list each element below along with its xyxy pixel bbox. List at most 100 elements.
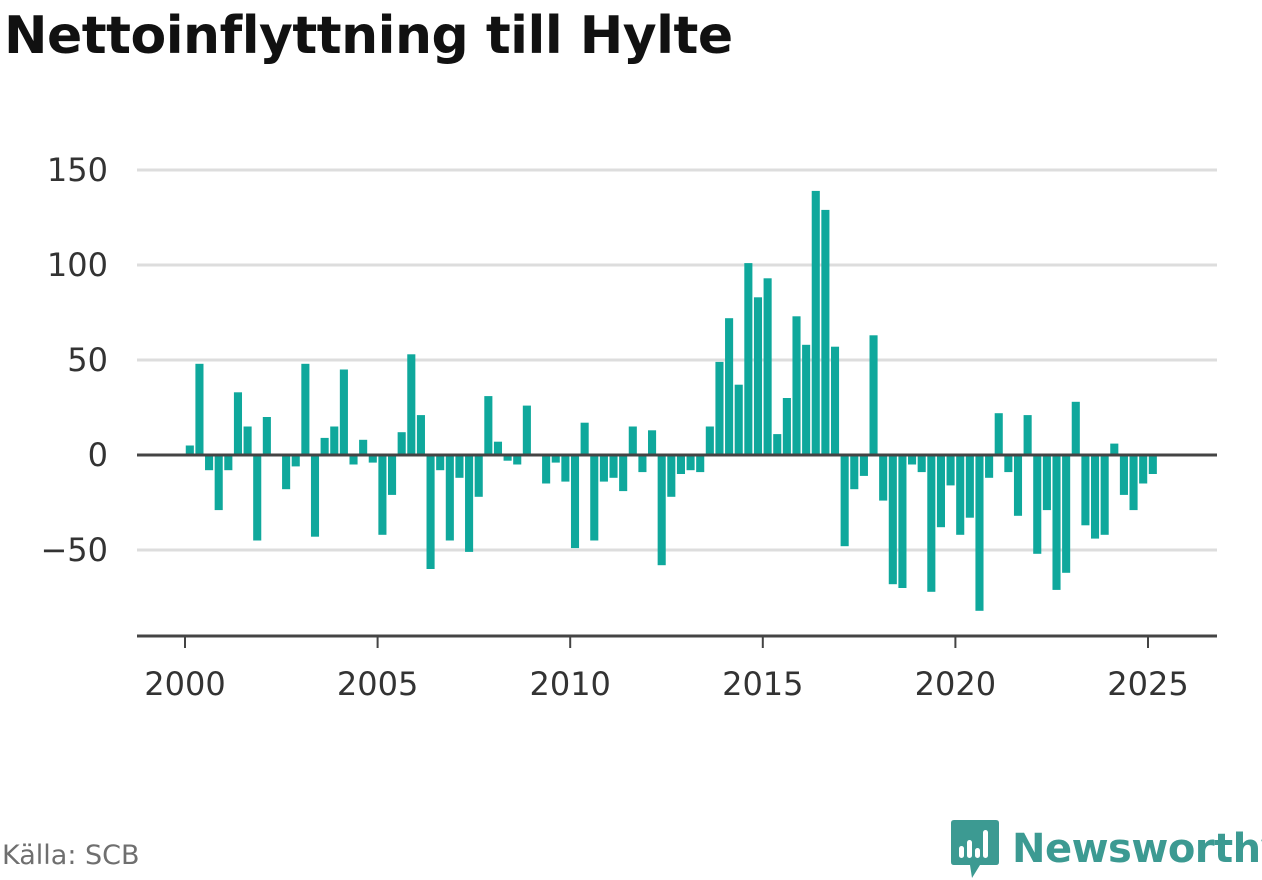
x-tick-label: 2000 [144,665,225,703]
bar [465,455,474,552]
bar [696,455,705,473]
bar [243,426,252,455]
bar [205,455,214,471]
bar [262,417,271,455]
y-tick-label: 100 [47,246,108,284]
bar [676,455,685,474]
bar [792,316,801,455]
bar [956,455,965,535]
bar [975,455,984,611]
bar [484,396,493,455]
y-tick-label: −50 [40,531,108,569]
bar [734,384,743,455]
bar [416,415,425,455]
bar [349,455,358,465]
bar [1033,455,1042,554]
bar [599,455,608,482]
bar [1110,443,1119,455]
bar [850,455,859,490]
bar [359,439,368,455]
x-tick-label: 2015 [722,665,803,703]
y-tick-label: 50 [67,341,108,379]
bar [908,455,917,465]
bar [1119,455,1128,495]
bar [1042,455,1051,511]
bar [1148,455,1157,474]
bar [1052,455,1061,590]
source-label: Källa: SCB [2,840,140,871]
bar [493,441,503,455]
bar [253,455,262,541]
bar [551,455,560,463]
bar [821,209,830,455]
bar [1013,455,1023,516]
bar [1129,455,1138,511]
newsworthy-logo-icon [951,820,999,878]
bar [436,455,445,471]
bar [590,455,599,541]
bar [368,455,377,463]
bar [185,445,194,455]
bar [869,335,878,455]
bar [310,455,320,537]
bar [1090,455,1100,539]
bar [802,344,811,455]
x-tick-label: 2005 [337,665,418,703]
bar [830,346,840,455]
bar [888,455,897,585]
bar [917,455,926,473]
bars [185,190,1157,611]
bar [619,455,628,492]
bar [291,455,300,467]
bar [1100,455,1109,535]
bar [1081,455,1090,526]
bar [936,455,945,528]
bar [407,354,416,455]
bar [667,455,676,497]
bar [233,392,243,455]
bar [542,455,551,484]
bar [455,455,464,478]
gridlines [137,168,1217,552]
bar [648,430,657,455]
bar [628,426,637,455]
bar [426,455,435,569]
bar [859,455,868,476]
bar [898,455,907,588]
bar [985,455,994,478]
bar [715,361,724,455]
bar [214,455,223,511]
bar [657,455,666,566]
bar [388,455,397,495]
bar [994,413,1003,455]
bar [753,297,763,455]
bar [301,363,310,455]
bar [1062,455,1071,573]
bar [705,426,714,455]
bar [195,363,204,455]
bar [570,455,580,549]
bar [282,455,291,490]
bar [503,455,512,461]
bar [1071,401,1080,455]
bar [946,455,955,486]
bar [773,434,782,455]
bar [320,437,329,455]
x-axis [137,453,1217,648]
bar [744,263,753,455]
bar [725,318,734,455]
x-tick-label: 2020 [915,665,996,703]
brand-name: Newsworthy [1012,826,1262,872]
bar [879,455,888,501]
bar [330,426,339,455]
x-tick-label: 2025 [1107,665,1188,703]
bar [1004,455,1013,473]
bar [763,278,772,455]
bar [782,398,791,455]
bar [378,455,387,535]
bar [1139,455,1148,484]
bar [339,369,348,455]
bar [513,455,522,465]
bar [927,455,936,592]
